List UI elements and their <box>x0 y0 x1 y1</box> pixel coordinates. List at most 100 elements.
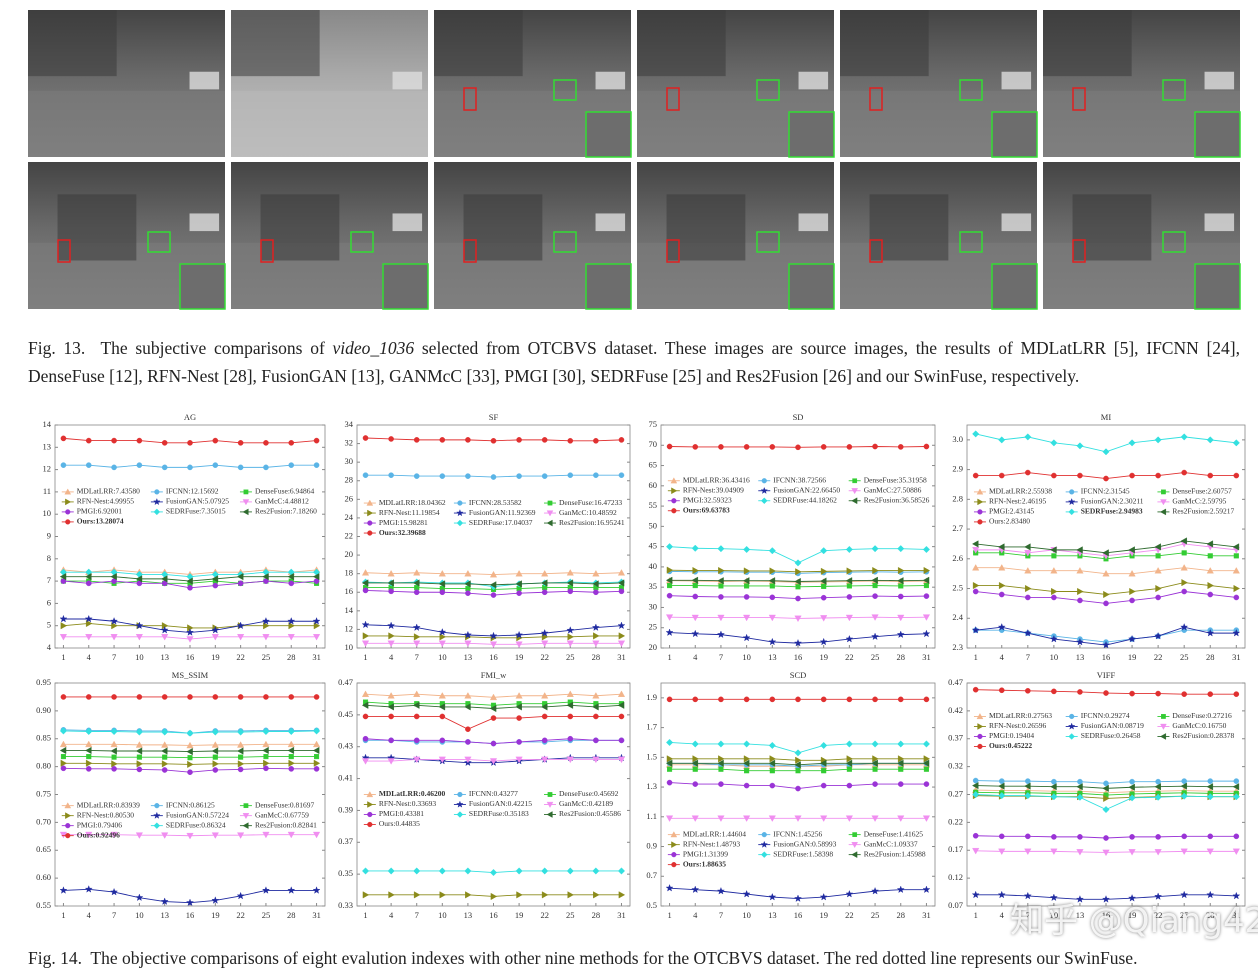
chart-title: SF <box>489 412 499 422</box>
marker <box>111 766 117 772</box>
legend-marker <box>243 489 249 495</box>
marker <box>1232 628 1241 637</box>
marker <box>60 435 67 442</box>
marker <box>1024 543 1031 551</box>
photo-car <box>392 71 423 90</box>
marker <box>1049 634 1058 643</box>
marker <box>362 891 370 899</box>
x-tick-label: 22 <box>540 910 549 920</box>
marker <box>718 696 724 703</box>
x-tick-label: 13 <box>1076 910 1085 920</box>
photo <box>1043 10 1241 158</box>
caption-italic: video_1036 <box>332 338 415 358</box>
marker <box>618 472 625 478</box>
marker <box>1154 567 1162 574</box>
marker <box>1050 567 1058 574</box>
marker <box>872 766 878 772</box>
marker <box>566 640 574 648</box>
marker <box>361 579 369 587</box>
legend-label: Ours:32.39688 <box>379 528 426 537</box>
marker <box>794 894 802 902</box>
marker <box>187 440 193 446</box>
marker <box>465 726 471 732</box>
marker <box>439 633 446 641</box>
marker <box>86 754 92 760</box>
x-tick-label: 25 <box>871 910 880 920</box>
marker <box>795 584 801 590</box>
marker <box>161 464 168 471</box>
marker <box>1024 550 1032 557</box>
legend-marker <box>65 519 71 525</box>
legend-marker <box>367 520 373 526</box>
y-tick-label: 2.6 <box>952 553 963 563</box>
photo <box>231 10 428 157</box>
y-tick-label: 28 <box>345 475 354 485</box>
marker <box>846 755 854 763</box>
marker <box>463 630 472 639</box>
marker <box>795 568 802 576</box>
marker <box>923 593 930 599</box>
marker <box>1206 848 1214 856</box>
marker <box>465 590 471 596</box>
marker <box>262 727 270 736</box>
marker <box>846 444 853 450</box>
marker <box>1051 688 1057 695</box>
marker <box>1154 783 1161 791</box>
legend-marker <box>760 497 768 505</box>
legend-marker <box>456 509 464 517</box>
marker <box>743 594 750 600</box>
marker <box>896 885 905 894</box>
marker <box>262 831 270 839</box>
marker <box>742 889 751 898</box>
marker <box>413 701 420 709</box>
legend-marker <box>546 801 554 808</box>
marker <box>593 437 599 444</box>
marker <box>743 740 751 748</box>
y-tick-label: 0.47 <box>338 677 353 687</box>
marker <box>288 580 295 587</box>
marker <box>135 621 144 630</box>
marker <box>1103 690 1109 696</box>
marker <box>922 885 931 894</box>
x-tick-label: 1 <box>974 910 978 920</box>
marker <box>237 634 245 641</box>
marker <box>972 472 979 479</box>
marker <box>794 615 802 623</box>
marker <box>1181 588 1187 595</box>
x-tick-label: 16 <box>1102 652 1111 662</box>
photo-building <box>840 10 929 77</box>
y-tick-label: 0.22 <box>948 816 963 826</box>
marker <box>1232 793 1240 801</box>
legend-label: Res2Fusion:0.28378 <box>1172 731 1234 740</box>
marker <box>161 694 168 700</box>
marker <box>85 740 93 748</box>
marker <box>1051 834 1057 840</box>
marker <box>1025 469 1031 476</box>
marker <box>897 545 905 553</box>
marker <box>287 746 295 755</box>
marker <box>820 547 828 555</box>
y-tick-label: 70 <box>649 439 658 449</box>
marker <box>820 444 827 450</box>
photo <box>28 162 226 310</box>
legend-marker <box>457 500 463 506</box>
marker <box>871 740 879 748</box>
marker <box>897 815 905 822</box>
marker <box>361 690 370 697</box>
marker <box>515 580 522 588</box>
marker <box>1076 442 1084 450</box>
marker <box>718 444 724 450</box>
marker <box>742 759 750 767</box>
marker <box>896 630 905 638</box>
legend-label: RFN-Nest:0.80530 <box>77 810 135 819</box>
marker <box>923 766 929 772</box>
marker <box>160 625 169 634</box>
photo-car <box>1204 213 1235 232</box>
y-tick-label: 20 <box>649 642 658 652</box>
marker <box>288 440 295 446</box>
marker <box>161 832 169 839</box>
detail-box <box>147 231 171 253</box>
marker <box>820 782 827 789</box>
marker <box>717 545 725 553</box>
marker <box>1075 637 1084 646</box>
